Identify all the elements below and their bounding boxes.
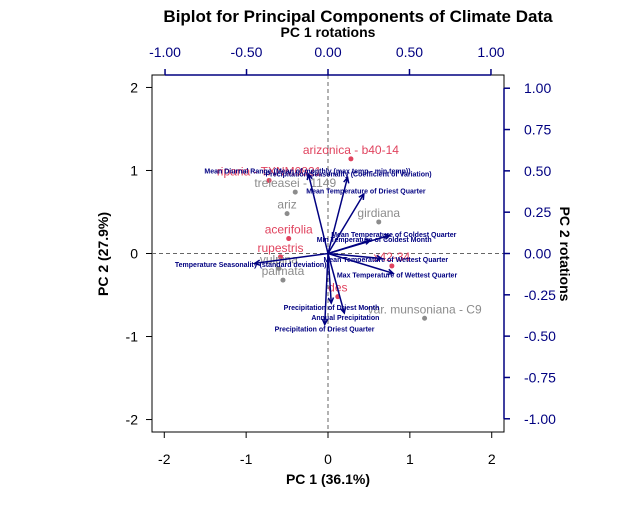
point-label: acerifolia xyxy=(265,223,313,237)
point-label: palmata xyxy=(262,264,305,278)
point-label: treleasei - 1149 xyxy=(254,176,336,190)
loading-arrow xyxy=(327,252,382,260)
loading-label: Precipitation of Driest Quarter xyxy=(275,327,375,334)
loading-arrow-head xyxy=(343,175,350,184)
right-tick-label: -0.25 xyxy=(524,287,556,303)
loading-label: Precipitation of Driest Month xyxy=(284,305,380,312)
y-tick-label: -2 xyxy=(126,412,139,428)
loading-label: Mean Temperature of Driest Quarter xyxy=(306,189,426,196)
loading-arrow-head xyxy=(387,268,395,275)
point-label: rupestris xyxy=(258,241,304,255)
top-tick-label: 0.00 xyxy=(314,44,341,60)
loading-label: Mean Temperature of Wettest Quarter xyxy=(323,257,448,264)
top-tick-label: -0.50 xyxy=(231,44,263,60)
top-tick-label: 0.50 xyxy=(396,44,423,60)
point-label: var. munsoniana - C9 xyxy=(368,302,482,316)
loading-arrow xyxy=(327,177,349,254)
data-point xyxy=(280,277,286,283)
y-tick-label: 2 xyxy=(130,79,138,95)
x-tick-label: -2 xyxy=(158,451,171,467)
data-point xyxy=(278,254,284,260)
data-point xyxy=(266,177,272,183)
data-point xyxy=(284,211,290,217)
point-label: girdiana xyxy=(357,206,400,220)
loading-arrow-head xyxy=(339,306,347,315)
loading-label: Annual Precipitation xyxy=(311,315,379,322)
loading-label: Max Temperature of Wettest Quarter xyxy=(337,272,458,279)
plot-area: -2 -1 0 1 2 -2 -1 0 1 2 -1.00 -0.50 0.00 0.50 1.00 1.00… xyxy=(126,44,557,467)
point-label: riparia - TXNM0821 xyxy=(217,164,322,178)
data-point xyxy=(276,265,282,271)
loading-label: Min Temperature of Coldest Month xyxy=(317,237,432,244)
x-tick-label: 0 xyxy=(324,451,332,467)
loading-label: Temperature Seasonality (standard deviat… xyxy=(175,262,327,269)
point-label: x42-34 xyxy=(373,250,410,264)
loading-arrow-head xyxy=(364,238,373,245)
chart-title: Biplot for Principal Components of Clima… xyxy=(163,7,553,26)
loading-label: Mean Diurnal Range (Mean of monthly (max… xyxy=(204,168,410,175)
loading-arrow xyxy=(327,193,365,254)
loading-arrow-head xyxy=(383,233,392,240)
data-point xyxy=(376,219,382,225)
loading-arrow xyxy=(327,252,394,275)
top-tick-label: 1.00 xyxy=(477,44,504,60)
y-axis-label: PC 2 (27.9%) xyxy=(95,212,111,296)
x-tick-label: 1 xyxy=(406,451,414,467)
point-label: arizonica - b40-14 xyxy=(303,143,399,157)
loading-arrow-head xyxy=(375,254,384,262)
x-tick-label: 2 xyxy=(488,451,496,467)
right-tick-label: 0.50 xyxy=(524,163,551,179)
right-tick-label: -1.00 xyxy=(524,411,556,427)
top-axis-label: PC 1 rotations xyxy=(281,24,376,40)
loading-arrow xyxy=(307,173,329,254)
point-label: ariz xyxy=(277,198,296,212)
y-tick-label: -1 xyxy=(126,329,139,345)
data-point xyxy=(422,315,428,321)
loading-arrow-head xyxy=(327,297,335,305)
right-tick-label: 0.25 xyxy=(524,204,551,220)
loading-arrow-head xyxy=(358,192,365,201)
loading-arrow-head xyxy=(321,318,329,327)
right-axis-label: PC 2 rotations xyxy=(557,207,573,302)
y-tick-label: 1 xyxy=(130,162,138,178)
right-tick-label: 1.00 xyxy=(524,80,551,96)
y-tick-label: 0 xyxy=(130,246,138,262)
right-tick-label: -0.75 xyxy=(524,369,556,385)
right-tick-label: -0.50 xyxy=(524,328,556,344)
loading-arrow xyxy=(327,239,371,255)
data-point xyxy=(286,236,292,242)
top-tick-label: -1.00 xyxy=(149,44,181,60)
right-tick-label: 0.75 xyxy=(524,122,551,138)
loading-arrow-head xyxy=(306,172,313,181)
right-tick-label: 0.00 xyxy=(524,246,551,262)
x-axis-label: PC 1 (36.1%) xyxy=(286,471,370,487)
loading-arrow xyxy=(327,253,346,314)
data-point xyxy=(389,263,395,269)
loading-arrow xyxy=(254,252,329,265)
data-point xyxy=(348,156,354,162)
data-point xyxy=(292,189,298,195)
loading-arrow xyxy=(327,253,333,304)
loading-label: Mean Temperature of Coldest Quarter xyxy=(331,232,456,239)
x-tick-label: -1 xyxy=(240,451,253,467)
loading-label: Precipitation Seasonality (Coefficient o… xyxy=(266,172,432,179)
loading-arrow-head xyxy=(252,259,261,266)
loading-arrow xyxy=(323,253,329,325)
